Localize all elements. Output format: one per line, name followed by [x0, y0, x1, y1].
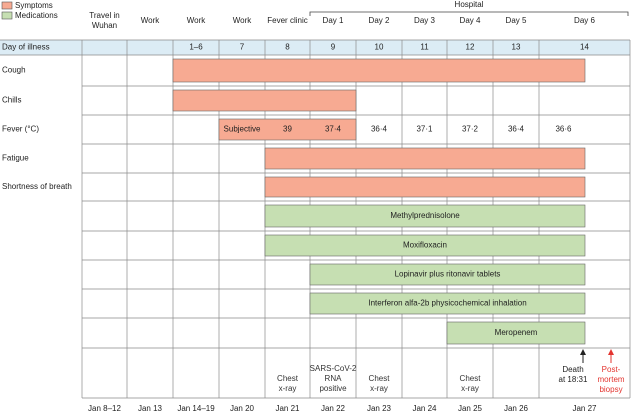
- column-header-3-0: Work: [233, 16, 253, 25]
- biopsy-label-2: biopsy: [599, 385, 622, 394]
- death-label-1: at 18:31: [559, 375, 588, 384]
- event-1-line-2: positive: [319, 384, 347, 393]
- medication-bar-9: [446, 321, 586, 345]
- day-number-9: 13: [512, 43, 521, 52]
- date-label-6: Jan 23: [367, 404, 392, 413]
- row-label-4: Shortness of breath: [2, 182, 72, 191]
- event-3-line-1: x-ray: [461, 384, 479, 393]
- medication-bar-6: [264, 234, 586, 257]
- fever-value-1: 39: [283, 125, 292, 134]
- bar-label-7: Lopinavir plus ritonavir tablets: [395, 270, 501, 279]
- biopsy-arrowhead: [608, 349, 614, 355]
- event-3-line-0: Chest: [460, 374, 482, 383]
- column-header-0-1: Wuhan: [92, 21, 117, 30]
- date-label-1: Jan 13: [138, 404, 163, 413]
- day-number-5: 9: [331, 43, 336, 52]
- day-row-label: Day of illness: [2, 43, 50, 52]
- date-label-2: Jan 14–19: [177, 404, 215, 413]
- fever-value-4: 37·1: [416, 125, 433, 134]
- date-label-10: Jan 27: [572, 404, 597, 413]
- bar-label-5: Methylprednisolone: [390, 211, 460, 220]
- column-header-10-0: Day 6: [574, 16, 595, 25]
- day-row-bg: [0, 40, 630, 55]
- column-header-0-0: Travel in: [89, 11, 119, 20]
- death-arrowhead: [580, 349, 586, 355]
- symptom-bar-4: [264, 176, 586, 198]
- event-1-line-0: SARS-CoV-2: [310, 364, 357, 373]
- bar-label-9: Meropenem: [495, 328, 538, 337]
- event-2-line-1: x-ray: [370, 384, 388, 393]
- legend-swatch-0: [1, 1, 13, 10]
- symptom-bar-1: [172, 89, 357, 112]
- date-label-9: Jan 26: [504, 404, 529, 413]
- medication-bar-7: [309, 263, 586, 286]
- day-number-2: 1–6: [189, 43, 203, 52]
- legend-swatch-1: [1, 11, 13, 20]
- column-header-4-0: Fever clinic: [267, 16, 307, 25]
- legend-label-1: Medications: [15, 11, 58, 20]
- column-header-6-0: Day 2: [369, 16, 390, 25]
- fever-value-7: 36·6: [555, 125, 572, 134]
- symptom-bar-0: [172, 58, 586, 83]
- date-label-5: Jan 22: [321, 404, 346, 413]
- row-label-3: Fatigue: [2, 154, 29, 163]
- hospital-bracket: [309, 11, 629, 16]
- fever-value-5: 37·2: [462, 125, 479, 134]
- column-header-7-0: Day 3: [414, 16, 435, 25]
- fever-value-6: 36·4: [508, 125, 525, 134]
- fever-value-0: Subjective: [224, 125, 261, 134]
- biopsy-label-0: Post-: [602, 365, 621, 374]
- day-number-7: 11: [420, 43, 429, 52]
- day-number-3: 7: [240, 43, 245, 52]
- column-header-2-0: Work: [187, 16, 207, 25]
- date-label-8: Jan 25: [458, 404, 483, 413]
- legend-label-0: Symptoms: [15, 1, 53, 10]
- bar-label-8: Interferon alfa-2b physicochemical inhal…: [368, 299, 526, 308]
- event-2-line-0: Chest: [369, 374, 391, 383]
- column-header-5-0: Day 1: [323, 16, 344, 25]
- fever-value-2: 37·4: [325, 125, 342, 134]
- date-label-0: Jan 8–12: [88, 404, 121, 413]
- date-label-7: Jan 24: [412, 404, 437, 413]
- symptom-bar-2: [218, 118, 357, 141]
- day-number-4: 8: [285, 43, 290, 52]
- row-label-1: Chills: [2, 96, 22, 105]
- day-number-8: 12: [466, 43, 475, 52]
- death-label-0: Death: [562, 365, 583, 374]
- column-header-9-0: Day 5: [506, 16, 527, 25]
- row-label-2: Fever (°C): [2, 125, 39, 134]
- medication-bar-5: [264, 204, 586, 228]
- row-label-0: Cough: [2, 66, 26, 75]
- symptom-bar-3: [264, 147, 586, 170]
- day-number-10: 14: [580, 43, 589, 52]
- hospital-label: Hospital: [455, 0, 484, 9]
- column-header-1-0: Work: [141, 16, 161, 25]
- fever-value-3: 36·4: [371, 125, 388, 134]
- bar-label-6: Moxifloxacin: [403, 241, 447, 250]
- event-0-line-1: x-ray: [279, 384, 297, 393]
- date-label-3: Jan 20: [230, 404, 255, 413]
- column-header-8-0: Day 4: [460, 16, 481, 25]
- event-0-line-0: Chest: [277, 374, 299, 383]
- biopsy-label-1: mortem: [597, 375, 624, 384]
- date-label-4: Jan 21: [275, 404, 300, 413]
- day-number-6: 10: [375, 43, 384, 52]
- medication-bar-8: [309, 292, 586, 315]
- event-1-line-1: RNA: [325, 374, 343, 383]
